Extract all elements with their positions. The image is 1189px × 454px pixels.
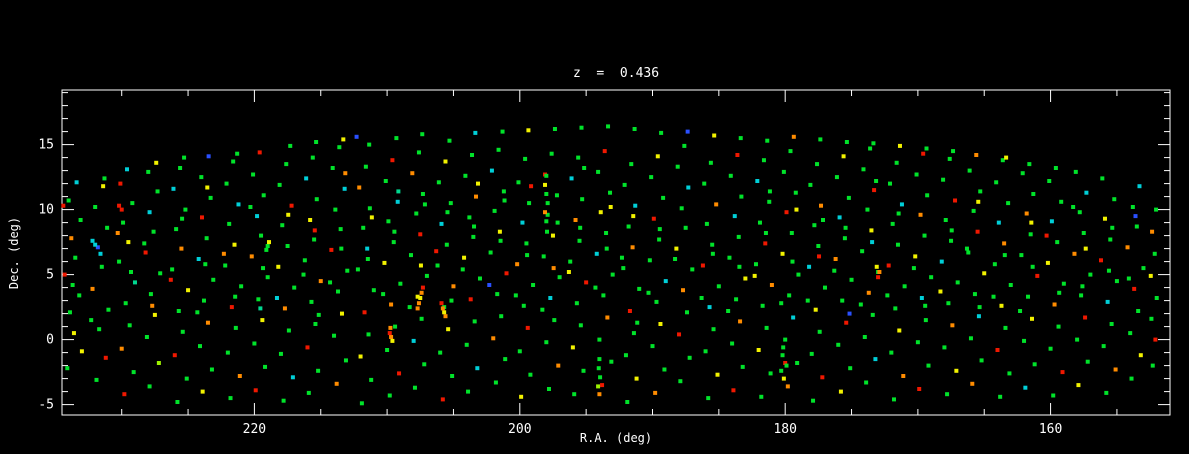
svg-text:5: 5	[46, 268, 54, 283]
x-axis-tick-labels: 220 200 180 160	[243, 422, 1063, 437]
x-axis-label: R.A. (deg)	[579, 431, 653, 445]
svg-text:160: 160	[1039, 422, 1062, 437]
y-axis-ticks	[62, 92, 1170, 406]
x-axis-ticks	[121, 90, 1118, 415]
svg-text:-5: -5	[38, 398, 54, 413]
plot-border	[61, 89, 1171, 416]
svg-text:15: 15	[38, 138, 54, 153]
svg-text:220: 220	[243, 422, 266, 437]
svg-text:0: 0	[46, 333, 54, 348]
svg-text:10: 10	[38, 203, 54, 218]
svg-text:180: 180	[773, 422, 796, 437]
data-points	[61, 124, 1159, 406]
y-axis-tick-labels: -5 0 5 10 15	[38, 138, 54, 413]
svg-text:200: 200	[508, 422, 531, 437]
plot-title: z = 0.436	[572, 66, 660, 81]
